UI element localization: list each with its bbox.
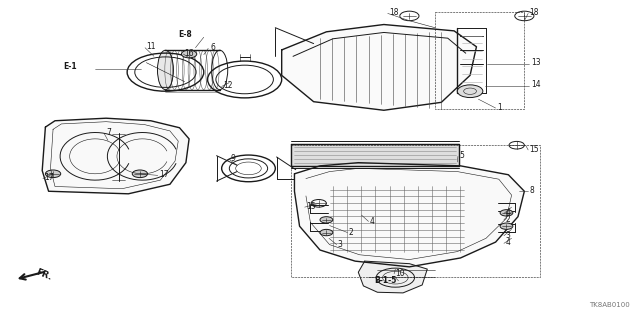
Ellipse shape — [157, 50, 173, 90]
Text: 15: 15 — [529, 145, 539, 154]
Text: E-1: E-1 — [63, 62, 77, 71]
Text: 17: 17 — [44, 174, 54, 182]
Text: 4: 4 — [505, 238, 510, 247]
Polygon shape — [291, 144, 460, 166]
Polygon shape — [282, 25, 476, 110]
Circle shape — [500, 223, 513, 229]
Text: 11: 11 — [147, 42, 156, 51]
Text: 1: 1 — [497, 103, 502, 112]
Text: 18: 18 — [389, 8, 399, 17]
Polygon shape — [294, 163, 524, 267]
Circle shape — [132, 170, 148, 178]
Text: 7: 7 — [106, 128, 111, 137]
Text: 4: 4 — [370, 217, 374, 226]
Polygon shape — [358, 261, 428, 293]
Text: 17: 17 — [159, 170, 169, 179]
Circle shape — [458, 85, 483, 98]
Text: 15: 15 — [306, 202, 316, 211]
Text: 6: 6 — [210, 43, 215, 52]
Text: 4: 4 — [505, 208, 510, 217]
Text: 3: 3 — [505, 231, 510, 240]
Polygon shape — [42, 118, 189, 194]
Text: FR.: FR. — [34, 267, 52, 282]
Text: B-1-5: B-1-5 — [374, 276, 397, 285]
Text: 14: 14 — [531, 80, 540, 89]
Circle shape — [320, 217, 333, 223]
Text: 2: 2 — [349, 228, 353, 237]
Circle shape — [45, 170, 61, 178]
Text: 9: 9 — [230, 154, 236, 163]
Text: 8: 8 — [529, 186, 534, 195]
Text: 2: 2 — [505, 215, 510, 224]
Text: TK8AB0100: TK8AB0100 — [589, 302, 630, 308]
Text: 5: 5 — [460, 151, 464, 160]
Text: 16: 16 — [184, 48, 194, 58]
Circle shape — [181, 50, 196, 58]
Circle shape — [320, 229, 333, 236]
Text: 12: 12 — [223, 81, 232, 90]
Text: 18: 18 — [529, 8, 539, 17]
Text: 13: 13 — [531, 58, 540, 67]
Circle shape — [500, 210, 513, 216]
Text: 3: 3 — [338, 240, 343, 249]
Text: E-8: E-8 — [178, 31, 192, 40]
Text: 10: 10 — [396, 269, 405, 278]
